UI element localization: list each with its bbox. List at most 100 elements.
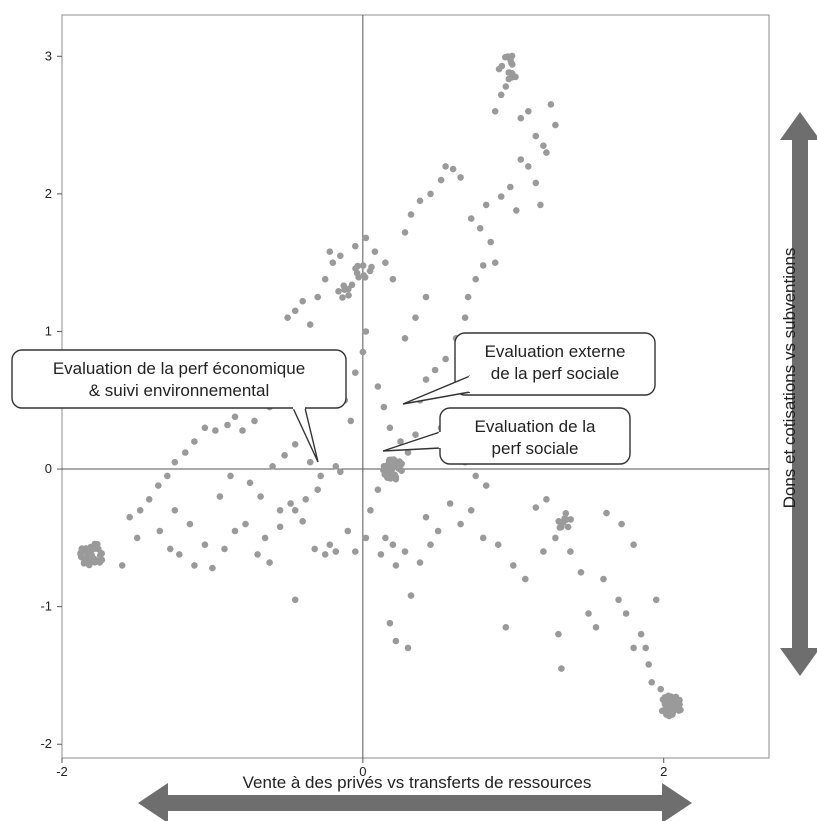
data-point [261,534,269,542]
data-point [434,527,442,535]
data-point [359,262,367,269]
data-point [437,176,445,184]
data-point [472,275,480,283]
data-point [507,56,514,64]
data-point [637,630,645,638]
data-point [491,108,499,115]
data-point [362,534,370,542]
data-point [281,452,288,459]
data-point [98,550,105,557]
data-point [401,548,409,555]
data-point [257,493,264,500]
data-point [352,265,359,272]
data-point [525,108,532,115]
data-point [525,163,532,170]
y-axis-arrow [780,112,817,676]
data-point [416,559,424,566]
data-point [362,328,370,335]
annotation-callout: Evaluation externe de la perf sociale [402,332,656,405]
data-point [498,62,506,70]
data-point [291,596,299,604]
data-point [386,619,394,627]
data-point [397,438,404,445]
data-point [431,366,439,374]
data-point [577,569,585,576]
data-point [377,551,385,558]
data-point [164,472,171,480]
y-tick-label: 2 [45,186,52,201]
x-axis-arrow-shape [138,783,692,821]
data-point [513,207,520,214]
data-point [427,190,434,198]
data-point [291,441,299,448]
data-point [191,562,198,569]
data-point [155,482,162,489]
data-point [221,545,228,553]
data-point [171,458,179,466]
data-point [497,91,505,99]
data-point [422,376,430,383]
data-point [348,281,356,289]
annotation-callout: Evaluation de la perf économique & suivi … [11,349,347,463]
data-point [242,520,249,528]
data-point [416,197,424,205]
data-point [603,509,610,517]
data-point [284,314,291,322]
callout-text: de la perf sociale [491,364,620,383]
data-point [558,665,565,672]
data-point [564,523,572,531]
data-point [126,513,133,521]
data-point [567,548,574,555]
data-point [287,500,294,507]
data-point [585,610,592,617]
data-point [412,431,419,439]
data-point [630,541,637,548]
data-point [467,507,475,514]
data-point [502,624,510,631]
x-tick-label: -2 [56,764,68,779]
data-point [392,562,400,569]
data-point [317,472,325,480]
data-point [404,644,412,652]
x-axis-label: Vente à des privés vs transferts de ress… [243,773,592,792]
data-point [404,449,412,456]
data-point [615,596,622,604]
data-point [522,575,529,583]
data-point [345,292,352,299]
data-point [276,507,284,514]
data-point [291,507,299,514]
data-point [201,424,209,432]
data-point [306,321,314,328]
data-point [191,438,198,445]
data-point [266,559,273,566]
data-point [355,273,363,281]
data-point [422,293,430,301]
data-point [407,211,415,218]
data-point [449,165,457,173]
y-tick-label: 1 [45,323,52,338]
data-point [239,427,246,434]
x-tick-label: 0 [359,764,366,779]
data-point [476,225,484,232]
data-point [657,685,664,693]
callout-box [11,349,347,409]
data-point [512,73,519,81]
data-point [491,259,499,267]
data-point [547,101,555,108]
callout-box [454,332,656,396]
data-point [543,496,550,503]
data-point [407,592,415,599]
data-point [562,510,570,517]
data-point [361,274,369,281]
data-point [254,551,261,558]
data-point [367,507,374,514]
data-point [326,248,334,255]
data-point [380,403,388,411]
data-point [642,644,649,652]
data-point [622,610,630,617]
data-point [532,504,540,511]
data-point [337,252,344,260]
data-point [389,465,396,472]
data-point [311,545,319,553]
data-point [645,661,652,668]
